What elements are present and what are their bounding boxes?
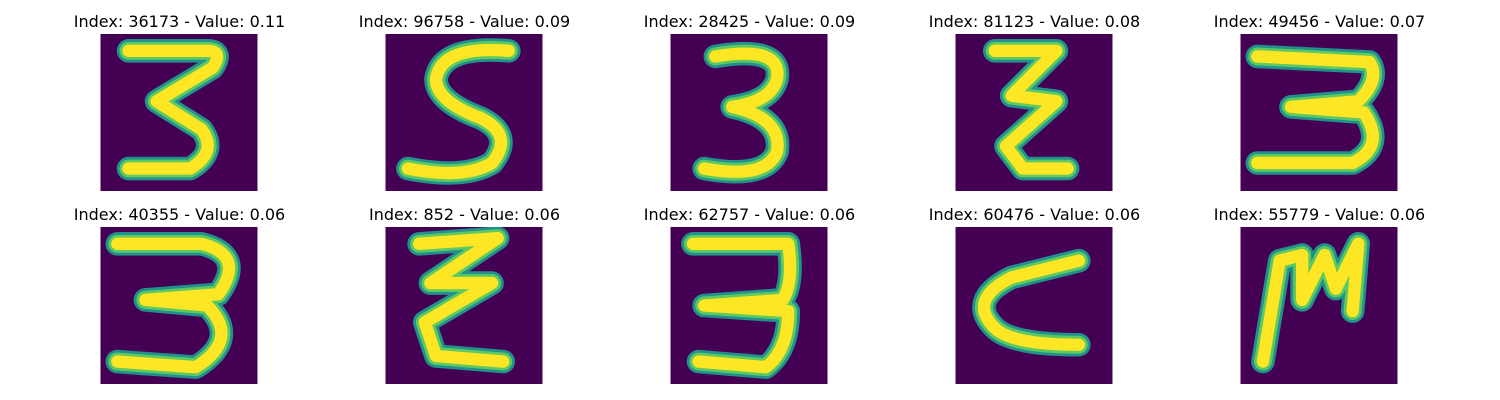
image-cell: Index: 49456 - Value: 0.07 bbox=[1177, 12, 1462, 192]
image-title: Index: 81123 - Value: 0.08 bbox=[928, 12, 1141, 31]
index-value: 40355 bbox=[128, 205, 180, 224]
score-value: 0.11 bbox=[249, 12, 286, 31]
score-value: 0.09 bbox=[534, 12, 571, 31]
glyph-stroke bbox=[412, 232, 510, 368]
glyph-stroke bbox=[1256, 237, 1365, 368]
digit-image bbox=[100, 34, 258, 191]
index-value: 81123 bbox=[983, 12, 1035, 31]
index-value: 28425 bbox=[698, 12, 750, 31]
image-title: Index: 49456 - Value: 0.07 bbox=[1213, 12, 1426, 31]
index-value: 852 bbox=[423, 205, 455, 224]
digit-image bbox=[670, 227, 828, 384]
index-value: 49456 bbox=[1268, 12, 1320, 31]
image-cell: Index: 852 - Value: 0.06 bbox=[322, 205, 607, 385]
glyph-stroke bbox=[988, 44, 1074, 175]
image-cell: Index: 60476 - Value: 0.06 bbox=[892, 205, 1177, 385]
digit-image bbox=[1240, 34, 1398, 191]
index-value: 62757 bbox=[698, 205, 750, 224]
glyph-stroke bbox=[1251, 50, 1380, 170]
image-title: Index: 60476 - Value: 0.06 bbox=[928, 205, 1141, 224]
image-title: Index: 55779 - Value: 0.06 bbox=[1213, 205, 1426, 224]
image-cell: Index: 36173 - Value: 0.11 bbox=[37, 12, 322, 192]
digit-image bbox=[385, 227, 543, 384]
glyph-stroke bbox=[111, 237, 236, 374]
glyph-stroke bbox=[977, 254, 1086, 351]
glyph-stroke bbox=[122, 44, 224, 175]
digit-image bbox=[955, 227, 1113, 384]
image-title: Index: 96758 - Value: 0.09 bbox=[358, 12, 571, 31]
image-cell: Index: 62757 - Value: 0.06 bbox=[607, 205, 892, 385]
score-value: 0.08 bbox=[1104, 12, 1141, 31]
image-title: Index: 40355 - Value: 0.06 bbox=[73, 205, 286, 224]
score-value: 0.06 bbox=[524, 205, 561, 224]
digit-image bbox=[670, 34, 828, 191]
image-cell: Index: 28425 - Value: 0.09 bbox=[607, 12, 892, 192]
digit-image bbox=[100, 227, 258, 384]
digit-image bbox=[955, 34, 1113, 191]
image-cell: Index: 81123 - Value: 0.08 bbox=[892, 12, 1177, 192]
score-value: 0.07 bbox=[1389, 12, 1426, 31]
image-cell: Index: 55779 - Value: 0.06 bbox=[1177, 205, 1462, 385]
glyph-stroke bbox=[401, 43, 516, 180]
score-value: 0.06 bbox=[819, 205, 856, 224]
index-value: 55779 bbox=[1268, 205, 1320, 224]
index-value: 60476 bbox=[983, 205, 1035, 224]
index-value: 36173 bbox=[128, 12, 180, 31]
image-title: Index: 62757 - Value: 0.06 bbox=[643, 205, 856, 224]
score-value: 0.06 bbox=[1389, 205, 1426, 224]
glyph-stroke bbox=[697, 47, 784, 178]
glyph-stroke bbox=[686, 237, 797, 374]
image-cell: Index: 40355 - Value: 0.06 bbox=[37, 205, 322, 385]
digit-image bbox=[1240, 227, 1398, 384]
index-value: 96758 bbox=[413, 12, 465, 31]
image-title: Index: 36173 - Value: 0.11 bbox=[73, 12, 286, 31]
image-title: Index: 28425 - Value: 0.09 bbox=[643, 12, 856, 31]
digit-image bbox=[385, 34, 543, 191]
score-value: 0.09 bbox=[819, 12, 856, 31]
image-cell: Index: 96758 - Value: 0.09 bbox=[322, 12, 607, 192]
score-value: 0.06 bbox=[249, 205, 286, 224]
score-value: 0.06 bbox=[1104, 205, 1141, 224]
image-title: Index: 852 - Value: 0.06 bbox=[368, 205, 561, 224]
